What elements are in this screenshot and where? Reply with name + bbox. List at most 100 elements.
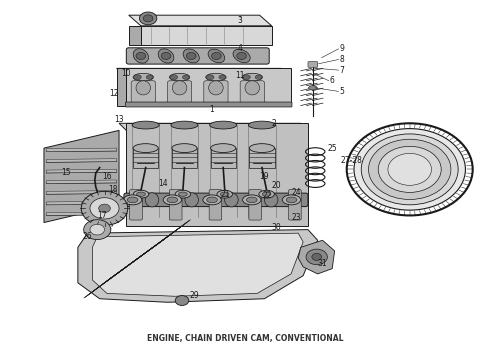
Text: 21: 21 (221, 190, 230, 199)
FancyBboxPatch shape (125, 102, 292, 107)
Text: 17: 17 (98, 211, 107, 220)
Polygon shape (298, 240, 335, 274)
Circle shape (161, 53, 171, 59)
Ellipse shape (243, 195, 261, 205)
Polygon shape (126, 123, 308, 226)
FancyBboxPatch shape (126, 48, 269, 64)
Ellipse shape (133, 190, 149, 198)
Ellipse shape (167, 197, 178, 203)
Text: 4: 4 (238, 44, 243, 53)
Text: 8: 8 (340, 55, 344, 64)
Text: ENGINE, CHAIN DRIVEN CAM, CONVENTIONAL: ENGINE, CHAIN DRIVEN CAM, CONVENTIONAL (147, 334, 343, 343)
Polygon shape (129, 15, 271, 26)
Ellipse shape (265, 193, 278, 207)
Text: 5: 5 (340, 87, 344, 96)
Text: 25: 25 (327, 144, 337, 153)
Circle shape (90, 224, 104, 235)
FancyBboxPatch shape (170, 190, 182, 220)
Ellipse shape (246, 197, 257, 203)
Ellipse shape (172, 144, 197, 153)
Ellipse shape (132, 121, 159, 129)
Ellipse shape (282, 195, 301, 205)
Ellipse shape (163, 195, 181, 205)
Circle shape (368, 139, 451, 199)
Ellipse shape (133, 73, 153, 81)
FancyBboxPatch shape (289, 190, 301, 220)
Polygon shape (47, 159, 117, 162)
Polygon shape (47, 191, 117, 194)
Text: 31: 31 (318, 259, 327, 268)
Text: 7: 7 (340, 66, 344, 75)
Circle shape (388, 153, 432, 185)
FancyBboxPatch shape (209, 190, 222, 220)
Ellipse shape (172, 81, 187, 95)
Text: 3: 3 (238, 16, 243, 25)
Ellipse shape (211, 144, 236, 153)
FancyBboxPatch shape (130, 190, 142, 220)
Polygon shape (47, 212, 117, 215)
Ellipse shape (136, 81, 150, 95)
Text: 2: 2 (271, 119, 276, 128)
Polygon shape (47, 201, 117, 205)
Ellipse shape (207, 197, 218, 203)
Text: 19: 19 (260, 172, 269, 181)
Polygon shape (47, 169, 117, 173)
Circle shape (84, 220, 111, 239)
Circle shape (175, 296, 189, 306)
Polygon shape (249, 148, 274, 168)
Text: 27-28: 27-28 (341, 156, 363, 165)
Ellipse shape (134, 75, 141, 80)
Text: 26: 26 (83, 232, 93, 241)
Ellipse shape (133, 49, 148, 63)
Polygon shape (126, 68, 291, 105)
Polygon shape (172, 148, 197, 168)
Text: 23: 23 (291, 213, 301, 222)
Polygon shape (119, 123, 308, 130)
Polygon shape (78, 230, 318, 302)
Text: 1: 1 (209, 105, 214, 114)
Ellipse shape (133, 144, 158, 153)
Ellipse shape (286, 197, 297, 203)
Text: 14: 14 (158, 179, 168, 188)
Ellipse shape (145, 193, 159, 207)
Circle shape (136, 53, 146, 59)
Text: 16: 16 (102, 172, 112, 181)
Ellipse shape (158, 49, 174, 63)
Ellipse shape (242, 73, 263, 81)
Ellipse shape (262, 192, 271, 196)
Ellipse shape (127, 197, 138, 203)
Ellipse shape (206, 75, 214, 80)
FancyBboxPatch shape (249, 190, 262, 220)
Text: 13: 13 (114, 115, 124, 124)
Circle shape (361, 134, 458, 205)
Polygon shape (129, 26, 141, 45)
Ellipse shape (255, 75, 262, 79)
Ellipse shape (123, 195, 142, 205)
Polygon shape (44, 130, 119, 222)
Polygon shape (93, 233, 303, 296)
Circle shape (312, 253, 321, 260)
Polygon shape (141, 26, 271, 45)
Text: 30: 30 (271, 223, 281, 232)
Text: 9: 9 (340, 44, 344, 53)
Circle shape (306, 249, 327, 265)
Text: 24: 24 (291, 188, 301, 197)
Ellipse shape (245, 81, 260, 95)
Circle shape (354, 129, 465, 210)
FancyBboxPatch shape (131, 81, 155, 104)
Polygon shape (133, 148, 158, 168)
Ellipse shape (233, 49, 250, 63)
Polygon shape (47, 180, 117, 184)
Circle shape (378, 146, 441, 192)
Circle shape (237, 53, 246, 59)
Text: 12: 12 (109, 89, 119, 98)
Text: 22: 22 (262, 192, 271, 201)
Circle shape (90, 198, 119, 219)
Ellipse shape (170, 73, 190, 81)
Text: 20: 20 (271, 181, 281, 190)
Ellipse shape (224, 193, 238, 207)
Text: 18: 18 (108, 185, 118, 194)
FancyBboxPatch shape (204, 81, 228, 104)
Circle shape (81, 192, 128, 225)
FancyBboxPatch shape (240, 81, 265, 104)
